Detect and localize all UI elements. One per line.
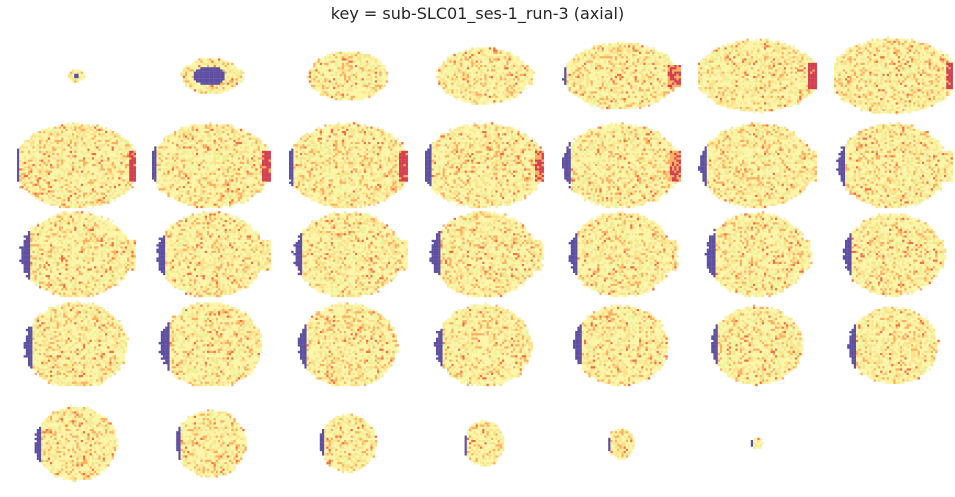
- slice-panel: [176, 409, 247, 477]
- slice-panel: [425, 122, 544, 208]
- slice-panel: [68, 69, 86, 82]
- slice-panel: [291, 211, 408, 297]
- slice-panel: [24, 300, 130, 386]
- slice-panel: [562, 122, 681, 208]
- slice-panel: [159, 302, 263, 386]
- slice-panel: [320, 414, 377, 474]
- slice-panel: [19, 211, 136, 297]
- slice-panel: [429, 211, 544, 297]
- slice-panel: [436, 47, 535, 104]
- slice-panel: [434, 302, 533, 386]
- slice-panel: [156, 211, 271, 297]
- slice-panel: [17, 122, 136, 208]
- slice-panel: [698, 122, 817, 208]
- slice-panel: [573, 305, 670, 387]
- slice-panel: [834, 36, 953, 115]
- slice-panel: [608, 427, 635, 460]
- slice-panel: [847, 307, 940, 384]
- slice-panel: [569, 211, 679, 297]
- slice-panel: [307, 52, 389, 101]
- slice-panel: [289, 122, 408, 208]
- slice-panel: [843, 213, 947, 297]
- slice-panel: [152, 122, 271, 208]
- slice-panel: [698, 39, 817, 114]
- slice-panel: [465, 420, 505, 466]
- slice-panel: [751, 438, 764, 449]
- slice-panel: [705, 211, 813, 297]
- slice-panel: [181, 58, 245, 93]
- slice-panel: [836, 122, 953, 208]
- slice-panel: [35, 405, 119, 482]
- slice-panel: [562, 41, 681, 109]
- slice-panel: [298, 302, 399, 386]
- slice-panel: [711, 305, 804, 387]
